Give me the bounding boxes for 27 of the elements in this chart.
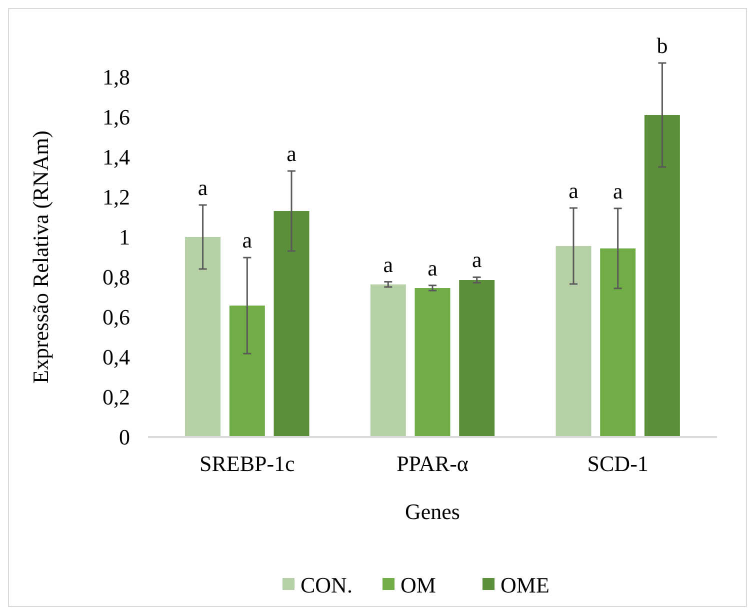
y-tick-label: 0 [119,424,130,450]
legend-label: OME [500,572,550,598]
data-label: a [568,178,579,203]
y-tick-label: 0,8 [102,264,130,290]
x-axis-title: Genes [405,499,460,524]
x-tick-label: SCD-1 [587,451,648,476]
legend-label: OM [400,572,436,598]
x-tick-label: PPAR-α [396,451,469,476]
data-label: a [286,141,297,166]
x-tick-label: SREBP-1c [199,451,296,476]
legend-label: CON. [300,572,352,598]
data-label: a [428,255,438,280]
data-label: a [198,175,208,200]
y-tick-label: 1,8 [102,64,130,90]
data-label: a [472,247,482,272]
y-tick-label: 1 [119,224,130,250]
y-tick-label: 1,6 [102,104,130,130]
data-label: a [242,228,252,253]
data-label: a [612,178,623,204]
y-tick-label: 0,2 [102,384,130,410]
y-axis-title: Expressão Relativa (RNAm) [28,130,53,384]
y-tick-label: 0,4 [102,344,130,370]
data-label: b [656,33,668,58]
y-tick-label: 1,4 [102,144,130,170]
y-tick-label: 1,2 [102,184,130,210]
y-tick-label: 0,6 [102,304,130,330]
data-label: a [383,252,394,277]
